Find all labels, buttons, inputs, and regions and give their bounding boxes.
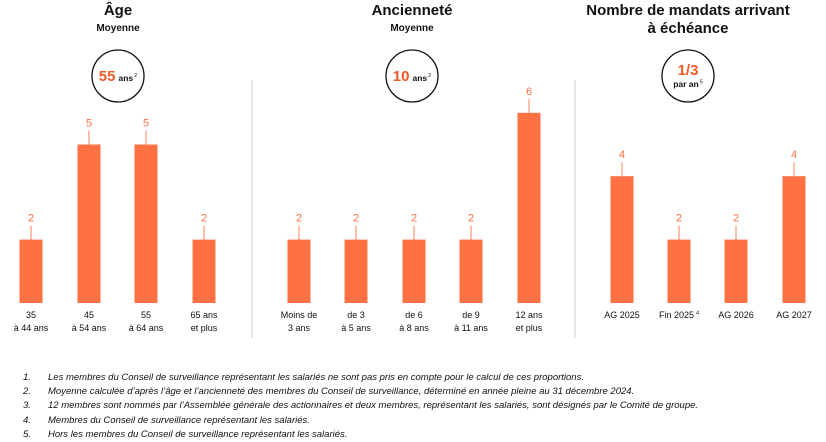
bar-2-2 — [344, 239, 368, 303]
bar-3-1 — [610, 176, 634, 303]
category-label: Fin 2025 4 — [659, 310, 699, 320]
footnote-4: 4. Membres du Conseil de surveillance rep… — [23, 414, 310, 426]
category-label: à 54 ans — [72, 323, 107, 333]
category-label: à 5 ans — [341, 323, 371, 333]
data-label: 2 — [201, 213, 207, 225]
highlight-unit: par an5 — [673, 79, 703, 89]
data-label: 4 — [791, 149, 797, 161]
bar-1-4 — [192, 239, 216, 303]
category-label: 3 ans — [288, 323, 311, 333]
category-label: AG 2026 — [718, 310, 754, 320]
highlight-value: 55 ans2 — [99, 68, 137, 85]
chart-subtitle: Moyenne — [96, 23, 140, 34]
data-label: 5 — [143, 118, 149, 130]
chart-title: Nombre de mandats arrivant — [586, 2, 789, 19]
footnote-1: 1. Les membres du Conseil de surveillance… — [23, 372, 584, 383]
chart-title: Âge — [104, 1, 132, 19]
category-label: 12 ans — [515, 310, 543, 320]
chart-subtitle: Moyenne — [390, 23, 434, 34]
category-label: à 8 ans — [399, 323, 429, 333]
data-label: 5 — [86, 118, 92, 130]
highlight-value: 1/3 — [678, 62, 699, 79]
category-label: Moins de — [281, 310, 318, 320]
footnote-5: 5. Hors les membres du Conseil de surveil… — [23, 428, 348, 440]
bar-1-2 — [77, 144, 101, 303]
highlight-circle — [661, 49, 715, 103]
category-label: AG 2027 — [776, 310, 812, 320]
footnote-2: 2. Moyenne calculée d’après l’âge et l’an… — [23, 386, 635, 398]
data-label: 2 — [733, 213, 739, 225]
category-label: 55 — [141, 310, 151, 320]
highlight-value: 10 ans2 — [393, 68, 431, 85]
bar-2-4 — [459, 239, 483, 303]
data-label: 2 — [411, 213, 417, 225]
category-label: et plus — [191, 323, 218, 333]
highlight-circle — [91, 49, 145, 103]
category-label: 45 — [84, 310, 94, 320]
category-label: AG 2025 — [604, 310, 640, 320]
category-label: et plus — [516, 323, 543, 333]
highlight-circle — [385, 49, 439, 103]
bar-2-5 — [517, 112, 541, 303]
bar-3-4 — [782, 176, 806, 303]
footnotes: 1. Les membres du Conseil de surveillance… — [23, 371, 823, 442]
bar-3-3 — [724, 239, 748, 303]
data-label: 6 — [526, 86, 532, 98]
category-label: de 9 — [462, 310, 480, 320]
bar-1-1 — [19, 239, 43, 303]
footnote-3: 3. 12 membres sont nommés par l’Assemblée… — [23, 400, 699, 412]
data-label: 2 — [676, 213, 682, 225]
chart-panel-2: Ancienneté Moyenne 10 ans2 2 Moins de 3 ans 2 de… — [281, 2, 543, 333]
bar-2-1 — [287, 239, 311, 303]
data-label: 4 — [619, 149, 625, 161]
chart-title: à échéance — [648, 20, 729, 37]
category-label: de 6 — [405, 310, 423, 320]
category-label: de 3 — [347, 310, 365, 320]
bar-2-3 — [402, 239, 426, 303]
category-label: à 64 ans — [129, 323, 164, 333]
category-label: 35 — [26, 310, 36, 320]
data-label: 2 — [353, 213, 359, 225]
category-label: à 11 ans — [454, 323, 488, 333]
chart-title: Ancienneté — [372, 2, 453, 19]
category-label: 65 ans — [190, 310, 218, 320]
category-label: à 44 ans — [14, 323, 49, 333]
data-label: 2 — [468, 213, 474, 225]
bar-1-3 — [134, 144, 158, 303]
data-label: 2 — [28, 213, 34, 225]
data-label: 2 — [296, 213, 302, 225]
bar-3-2 — [667, 239, 691, 303]
